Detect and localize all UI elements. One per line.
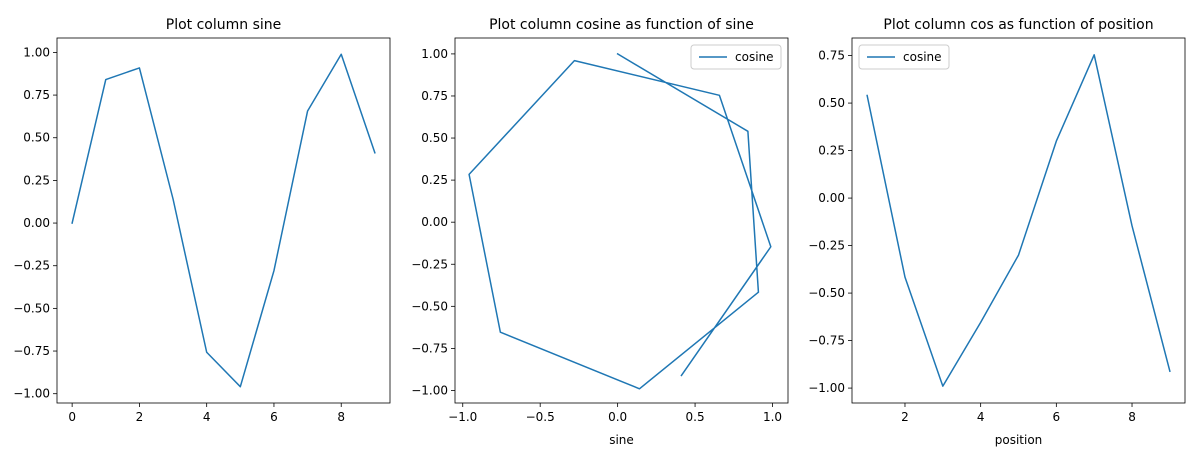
legend: cosine — [858, 44, 950, 70]
y-tick-label: −0.50 — [411, 299, 448, 313]
y-tick-label: −0.25 — [13, 259, 50, 273]
y-tick-label: 0.00 — [421, 215, 448, 229]
y-tick-label: −1.00 — [13, 387, 50, 401]
y-tick-label: 1.00 — [421, 47, 448, 61]
x-tick-label: 0.0 — [608, 410, 627, 424]
y-tick-label: 0.50 — [421, 131, 448, 145]
legend-box — [690, 44, 782, 70]
x-tick-label: 6 — [270, 410, 278, 424]
axes-frame — [454, 37, 789, 404]
y-tick-label: 0.25 — [421, 173, 448, 187]
x-tick-label: 1.0 — [763, 410, 782, 424]
subplot-cos-vs-position: Plot column cos as function of position … — [808, 17, 1186, 447]
y-tick-label: −0.75 — [13, 344, 50, 358]
x-tick-label: −1.0 — [448, 410, 477, 424]
x-tick-label: 4 — [977, 410, 985, 424]
y-tick-label: −0.25 — [808, 239, 845, 253]
x-tick-label: 4 — [203, 410, 211, 424]
axes-frame — [56, 37, 391, 404]
subplot-cosine-vs-sine: Plot column cosine as function of sine s… — [411, 17, 789, 447]
x-tick-label: 2 — [136, 410, 144, 424]
legend-box — [858, 44, 950, 70]
x-tick-label: 2 — [901, 410, 909, 424]
y-tick-label: −0.50 — [13, 301, 50, 315]
series-line — [468, 52, 772, 390]
plot-title: Plot column sine — [166, 17, 282, 33]
legend-label: cosine — [903, 50, 942, 64]
y-tick-label: 0.75 — [818, 49, 845, 63]
x-axis-label: sine — [609, 433, 634, 447]
series-line — [71, 53, 376, 388]
y-tick-label: −0.25 — [411, 257, 448, 271]
y-tick-label: 0.00 — [818, 191, 845, 205]
legend-label: cosine — [735, 50, 774, 64]
y-tick-label: −1.00 — [808, 381, 845, 395]
x-tick-label: 0 — [68, 410, 76, 424]
y-tick-label: 0.00 — [23, 216, 50, 230]
series-line — [866, 54, 1171, 387]
y-tick-label: −1.00 — [411, 383, 448, 397]
x-tick-label: 6 — [1053, 410, 1061, 424]
x-tick-label: −0.5 — [526, 410, 555, 424]
y-tick-label: 0.75 — [23, 88, 50, 102]
axes-frame — [851, 37, 1186, 404]
plot-title: Plot column cosine as function of sine — [489, 17, 754, 33]
y-tick-label: −0.75 — [808, 334, 845, 348]
plot-title: Plot column cos as function of position — [883, 17, 1153, 33]
y-tick-label: 0.25 — [818, 144, 845, 158]
legend: cosine — [690, 44, 782, 70]
y-tick-label: 0.75 — [421, 89, 448, 103]
x-tick-label: 8 — [1128, 410, 1136, 424]
y-tick-label: −0.50 — [808, 286, 845, 300]
subplot-sine: Plot column sine 0 2 4 6 8 −1.00 −0.75 −0.50 −0.… — [13, 17, 391, 424]
y-tick-label: 0.25 — [23, 173, 50, 187]
y-tick-label: 0.50 — [818, 96, 845, 110]
y-tick-label: 1.00 — [23, 45, 50, 59]
x-tick-label: 0.5 — [686, 410, 705, 424]
x-tick-label: 8 — [337, 410, 345, 424]
x-axis-label: position — [995, 433, 1043, 447]
y-tick-label: −0.75 — [411, 341, 448, 355]
y-tick-label: 0.50 — [23, 131, 50, 145]
